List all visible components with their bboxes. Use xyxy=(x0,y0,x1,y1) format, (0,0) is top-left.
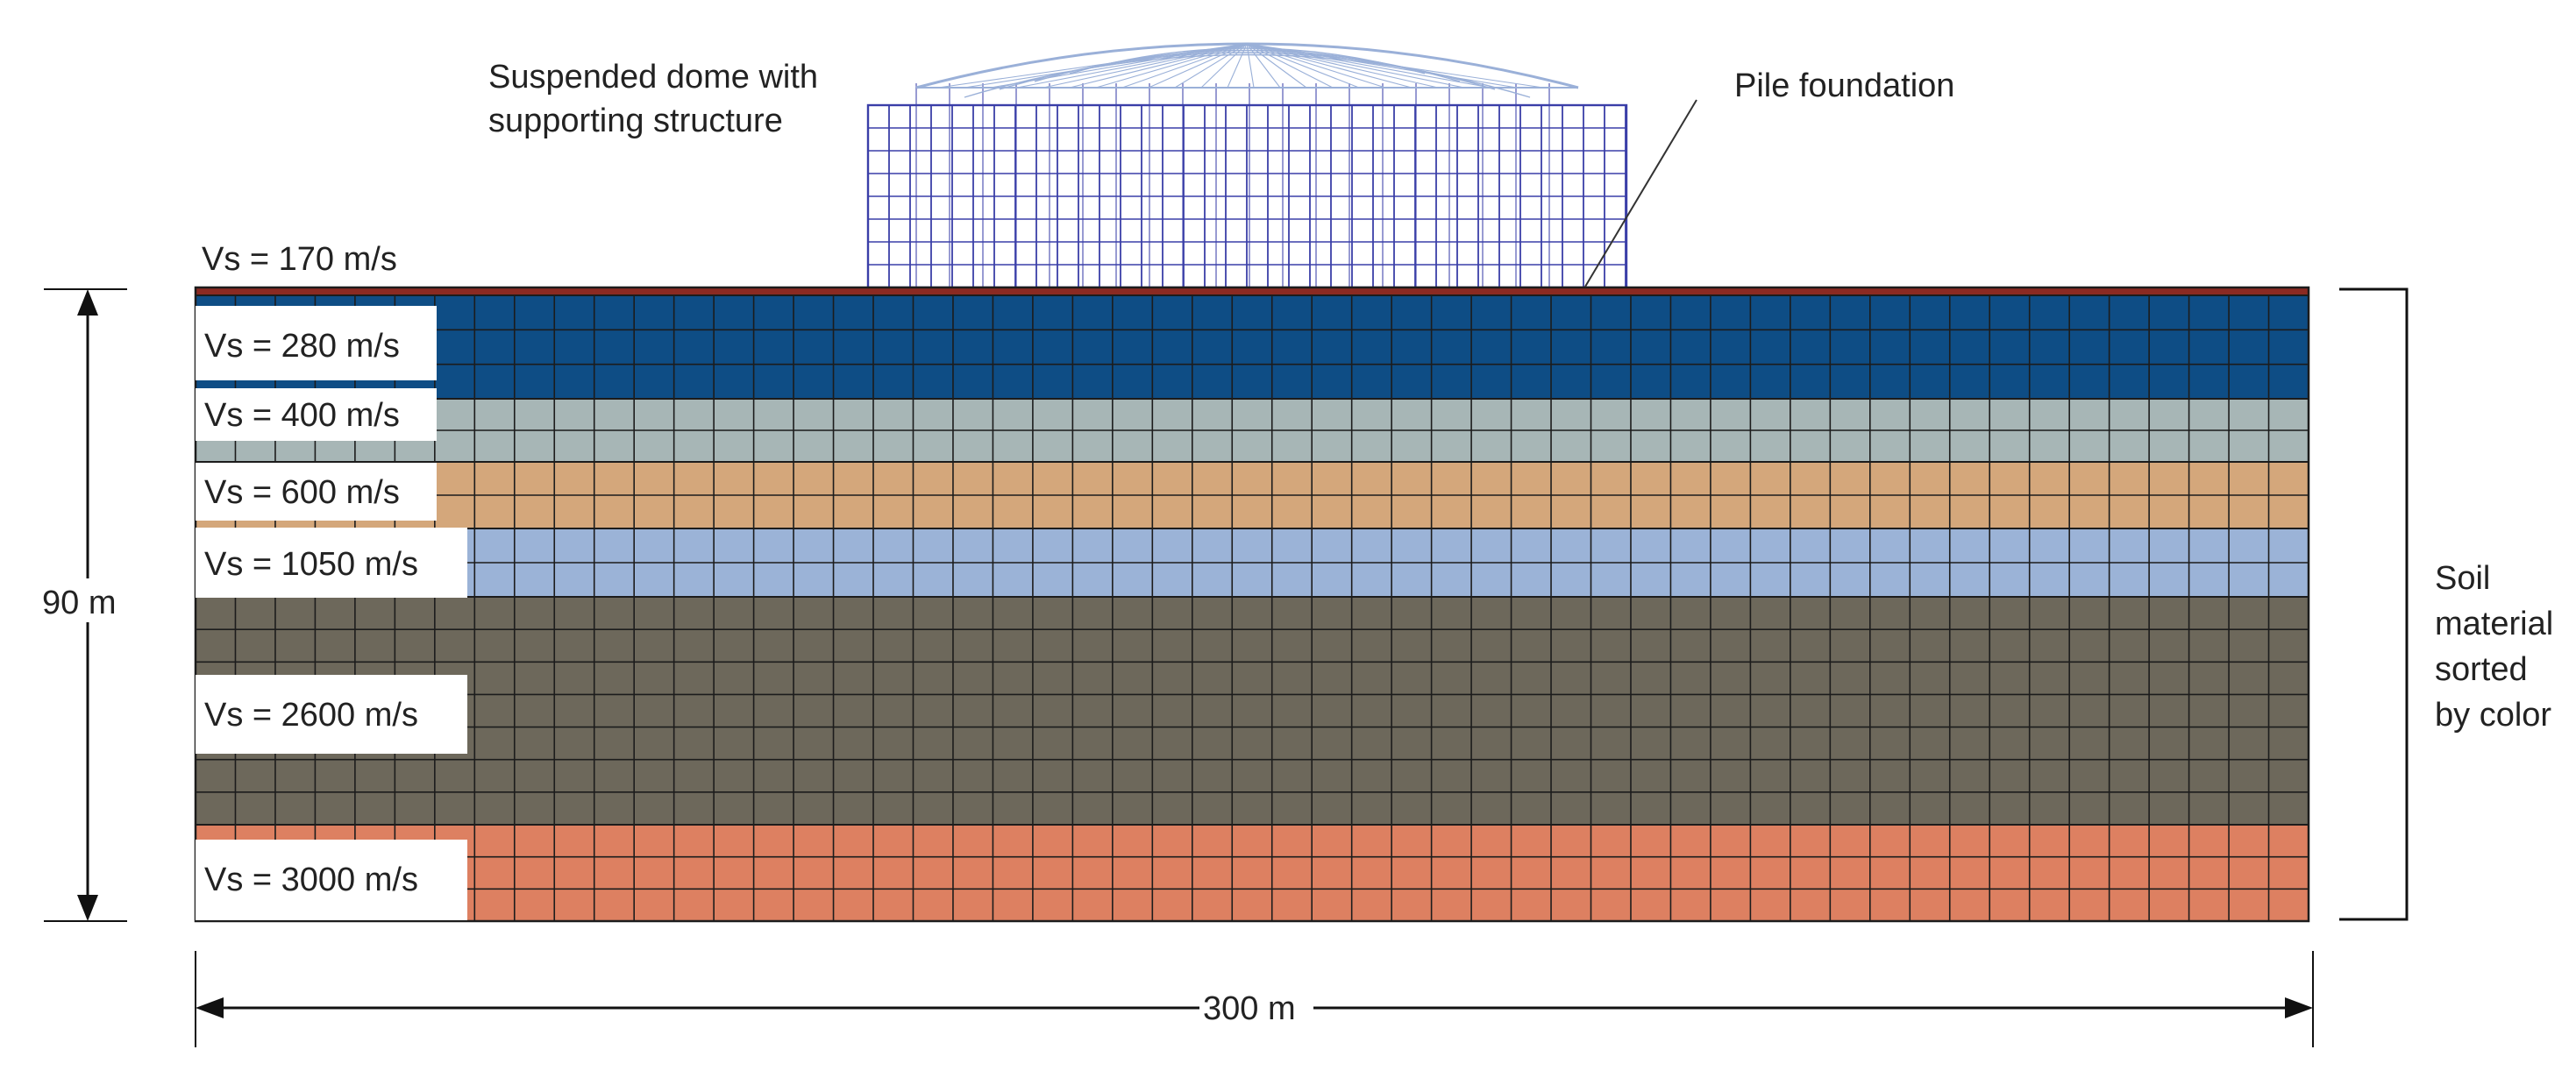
suspended-dome-structure xyxy=(866,42,1628,289)
dome-rib xyxy=(1227,43,1248,89)
soil-layer xyxy=(195,294,2309,399)
dome-rib xyxy=(1069,43,1248,89)
pile-foundation-label: Pile foundation xyxy=(1734,67,1954,104)
dome-rib xyxy=(1246,43,1334,89)
dome-rib xyxy=(1246,43,1255,89)
soil-layer xyxy=(195,824,2309,921)
layer-label: Vs = 600 m/s xyxy=(204,474,400,511)
soil-layer-fill xyxy=(196,825,2309,921)
layer-label-box xyxy=(196,840,467,920)
dome-rib xyxy=(1174,43,1248,89)
dome-rib xyxy=(937,43,1248,89)
layer-label: Vs = 400 m/s xyxy=(204,397,400,434)
dome-rib xyxy=(1095,43,1248,89)
layer-label-box xyxy=(196,675,467,754)
soil-layer-fill xyxy=(196,287,2309,295)
dome-rib xyxy=(1246,43,1439,89)
side-label-line-1: Soil xyxy=(2435,560,2490,597)
dome-rib xyxy=(1246,43,1491,89)
mesh-border xyxy=(194,286,2310,923)
layer-label-box xyxy=(196,528,467,598)
soil-layer xyxy=(195,461,2309,528)
side-label-line-3: sorted xyxy=(2435,651,2528,688)
dome-rib xyxy=(1121,43,1248,89)
depth-label: 90 m xyxy=(42,585,116,621)
side-label-line-4: by color xyxy=(2435,697,2551,734)
side-label-line-2: material xyxy=(2435,606,2553,642)
dome-rib xyxy=(1246,43,1386,89)
dome-rib xyxy=(1042,43,1248,89)
layer-label-box xyxy=(196,388,437,441)
layer-label-170: Vs = 170 m/s xyxy=(202,241,397,278)
dome-rib xyxy=(1246,43,1360,89)
dome-rib xyxy=(1200,43,1248,89)
soil-layer xyxy=(195,398,2309,462)
soil-layer-fill xyxy=(196,295,2309,399)
soil-bracket xyxy=(2339,287,2409,921)
dome-rib xyxy=(1246,43,1307,89)
soil-layer xyxy=(196,287,2309,295)
layer-label-box xyxy=(196,463,437,521)
dome-label-line-1: Suspended dome with xyxy=(488,59,818,96)
soil-layer xyxy=(195,528,2309,597)
dome-rib xyxy=(1246,43,1518,89)
layer-label: Vs = 3000 m/s xyxy=(204,862,418,898)
layer-labels: Vs = 280 m/s Vs = 400 m/s Vs = 600 m/s Vs =… xyxy=(196,306,467,920)
dome-rib xyxy=(1246,43,1465,89)
layer-label-box xyxy=(196,306,437,380)
layer-label: Vs = 280 m/s xyxy=(204,328,400,365)
dome-label-line-2: supporting structure xyxy=(488,103,783,139)
layer-label: Vs = 2600 m/s xyxy=(204,697,418,734)
soil-layer-fill xyxy=(196,597,2309,825)
dome-roof xyxy=(915,42,1579,98)
pile-leader-line xyxy=(1584,99,1697,287)
dome-rib xyxy=(1148,43,1248,89)
soil-layer xyxy=(195,596,2309,825)
dome-rib xyxy=(964,43,1248,89)
dome-rib xyxy=(1246,43,1281,89)
layer-label: Vs = 1050 m/s xyxy=(204,546,418,583)
soil-mesh xyxy=(194,286,2310,923)
dome-rib xyxy=(1246,43,1544,89)
dome-rib xyxy=(990,43,1248,89)
dome-rib xyxy=(1246,43,1413,89)
width-label: 300 m xyxy=(1203,990,1296,1027)
dome-rib xyxy=(1016,43,1248,89)
